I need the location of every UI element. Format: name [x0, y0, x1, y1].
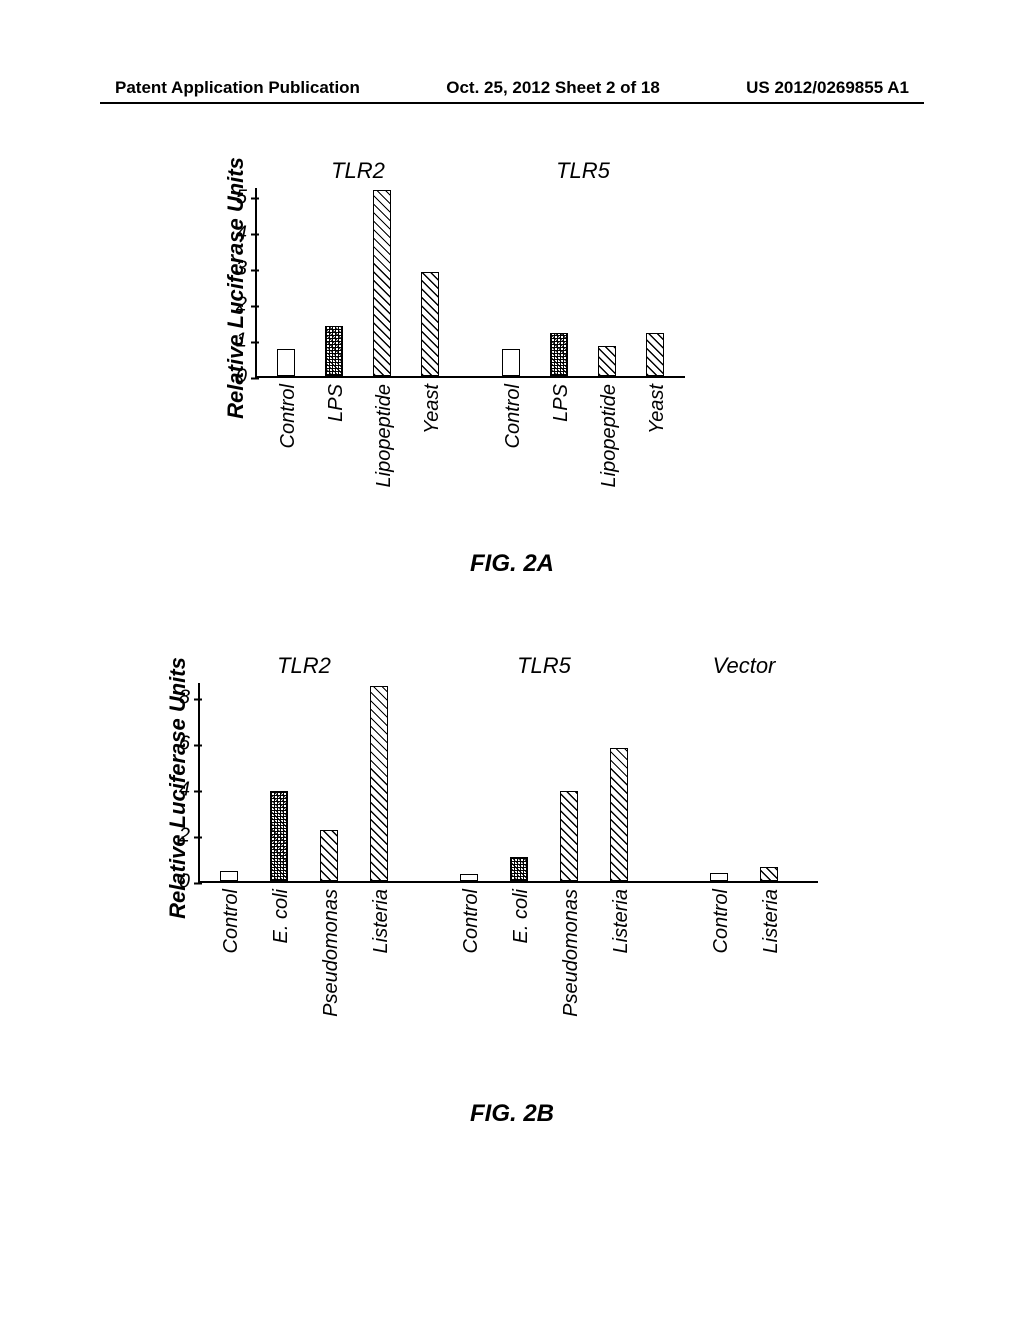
bar: [598, 346, 616, 376]
xlabel: Lipopeptide: [598, 376, 621, 487]
bar: [610, 748, 628, 881]
xlabel: E. coli: [270, 881, 293, 943]
xlabel: LPS: [550, 376, 573, 422]
ytick: 3: [236, 258, 257, 281]
bar: [550, 333, 568, 376]
group-title: TLR2: [277, 653, 331, 679]
ytick: 5: [236, 186, 257, 209]
xlabel: Listeria: [370, 881, 393, 953]
bar: [370, 686, 388, 881]
fig2a-caption: FIG. 2A: [470, 550, 554, 578]
ytick: 4: [179, 779, 200, 802]
bar: [560, 791, 578, 881]
ytick: 1: [236, 330, 257, 353]
xlabel: Listeria: [610, 881, 633, 953]
xlabel: Control: [502, 376, 525, 448]
bar: [320, 830, 338, 881]
ytick: 2: [236, 294, 257, 317]
page-header: Patent Application Publication Oct. 25, …: [0, 78, 1024, 98]
xlabel: Pseudomonas: [320, 881, 343, 1017]
ytick: 0: [179, 871, 200, 894]
xlabel: Control: [460, 881, 483, 953]
xlabel: Yeast: [646, 376, 669, 434]
fig2b-chart-area: 02468TLR2ControlE. coliPseudomonasLister…: [198, 683, 818, 883]
bar: [270, 791, 288, 881]
bar: [325, 326, 343, 376]
xlabel: Control: [277, 376, 300, 448]
group-title: TLR5: [556, 158, 610, 184]
xlabel: E. coli: [510, 881, 533, 943]
xlabel: Control: [220, 881, 243, 953]
xlabel: Control: [710, 881, 733, 953]
header-right: US 2012/0269855 A1: [746, 78, 909, 98]
header-rule: [100, 102, 924, 104]
ytick: 2: [179, 825, 200, 848]
header-center: Oct. 25, 2012 Sheet 2 of 18: [446, 78, 660, 98]
bar: [373, 190, 391, 376]
xlabel: Listeria: [760, 881, 783, 953]
bar: [510, 857, 528, 881]
bar: [460, 874, 478, 881]
header-left: Patent Application Publication: [115, 78, 360, 98]
xlabel: Lipopeptide: [373, 376, 396, 487]
ytick: 0: [236, 366, 257, 389]
fig2a-chart-area: 012345TLR2ControlLPSLipopeptideYeastTLR5…: [255, 188, 685, 378]
fig2b-caption: FIG. 2B: [470, 1100, 554, 1128]
bar: [502, 349, 520, 376]
ytick: 4: [236, 222, 257, 245]
group-title: TLR5: [517, 653, 571, 679]
bar: [421, 272, 439, 376]
xlabel: Pseudomonas: [560, 881, 583, 1017]
ytick: 6: [179, 733, 200, 756]
group-title: TLR2: [331, 158, 385, 184]
ytick: 8: [179, 687, 200, 710]
xlabel: LPS: [325, 376, 348, 422]
bar: [710, 873, 728, 881]
figure-2a: Relative Luciferase Units 012345TLR2Cont…: [180, 150, 700, 540]
xlabel: Yeast: [421, 376, 444, 434]
bar: [277, 349, 295, 376]
bar: [646, 333, 664, 376]
bar: [220, 871, 238, 881]
bar: [760, 867, 778, 881]
figure-2b: Relative Luciferase Units 02468TLR2Contr…: [125, 630, 825, 1080]
group-title: Vector: [713, 653, 776, 679]
